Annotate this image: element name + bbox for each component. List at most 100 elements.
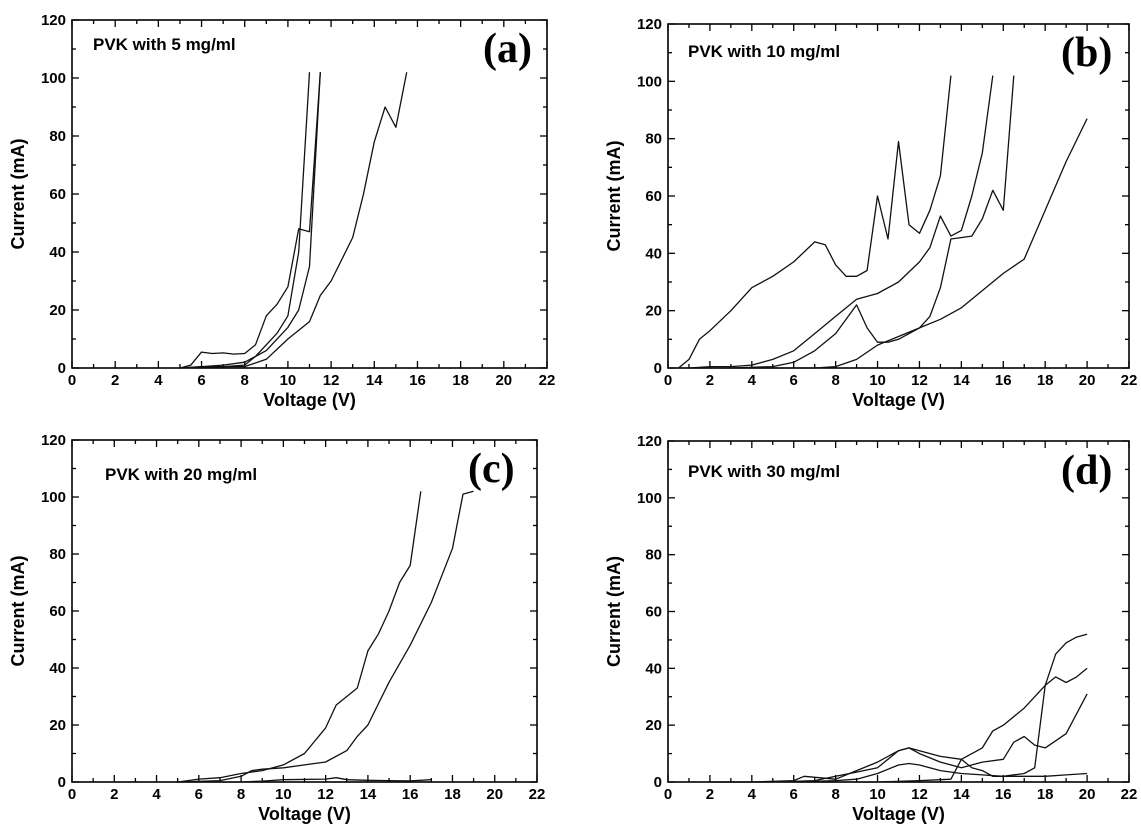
series-line: [179, 72, 408, 369]
series-line: [177, 491, 422, 783]
chart-panel: 0 2 4 6 8 10 12 14 16 18 20 22 0 20 40 60 80 100 120 Voltag…: [604, 433, 1137, 824]
x-tick-label: 4: [748, 786, 757, 803]
x-tick-label: 8: [831, 786, 839, 803]
series-line: [179, 72, 321, 369]
series-line: [689, 75, 1015, 369]
panel-annotation: PVK with 30 mg/ml: [688, 462, 840, 481]
x-tick-label: 16: [402, 786, 419, 803]
series-line: [730, 118, 1088, 369]
series-line: [179, 72, 321, 369]
x-tick-label: 16: [995, 786, 1012, 803]
y-tick-label: 0: [654, 774, 662, 791]
x-tick-label: 8: [241, 372, 249, 389]
y-tick-label: 120: [41, 432, 66, 449]
x-tick-label: 14: [366, 372, 383, 389]
chart-panel: 0 2 4 6 8 10 12 14 16 18 20 22 0 20 40 60 80 100 120 Voltag…: [8, 12, 555, 410]
x-tick-label: 12: [317, 786, 334, 803]
series-line: [177, 490, 474, 783]
y-axis-label: Current (mA): [8, 555, 28, 666]
x-tick-label: 6: [790, 786, 798, 803]
x-axis-label: Voltage (V): [852, 390, 945, 410]
x-tick-label: 14: [953, 372, 970, 389]
y-tick-label: 60: [49, 603, 66, 620]
x-tick-label: 20: [495, 372, 512, 389]
y-tick-label: 40: [645, 660, 662, 677]
y-tick-label: 80: [645, 547, 662, 564]
y-tick-label: 120: [41, 12, 66, 29]
y-tick-label: 20: [49, 302, 66, 319]
y-tick-label: 100: [41, 489, 66, 506]
x-tick-label: 20: [486, 786, 503, 803]
x-tick-label: 0: [664, 786, 672, 803]
x-axis-label: Voltage (V): [258, 804, 351, 824]
panel-label: (c): [468, 446, 515, 492]
series-line: [793, 633, 1088, 783]
y-tick-label: 80: [49, 128, 66, 145]
y-tick-label: 100: [637, 490, 662, 507]
chart-panel: 0 2 4 6 8 10 12 14 16 18 20 22 0 20 40 60 80 100 120 Voltag…: [8, 432, 545, 824]
y-tick-label: 20: [645, 303, 662, 320]
y-tick-label: 80: [645, 131, 662, 148]
y-axis-label: Current (mA): [604, 140, 624, 251]
x-axis-label: Voltage (V): [263, 390, 356, 410]
y-tick-label: 100: [637, 73, 662, 90]
x-tick-label: 4: [748, 372, 757, 389]
panel-label: (d): [1061, 448, 1112, 494]
y-tick-label: 0: [654, 360, 662, 377]
panel-label: (b): [1061, 30, 1112, 76]
y-tick-label: 0: [58, 774, 66, 791]
series-line: [709, 693, 1088, 783]
panel-annotation: PVK with 20 mg/ml: [105, 465, 257, 484]
x-tick-label: 6: [197, 372, 205, 389]
x-tick-label: 20: [1079, 372, 1096, 389]
y-tick-label: 20: [645, 717, 662, 734]
x-tick-label: 2: [111, 372, 119, 389]
y-tick-label: 40: [645, 245, 662, 262]
x-tick-label: 12: [911, 372, 928, 389]
y-tick-label: 120: [637, 16, 662, 33]
x-tick-label: 18: [1037, 372, 1054, 389]
y-tick-label: 0: [58, 360, 66, 377]
x-tick-label: 6: [790, 372, 798, 389]
y-tick-label: 80: [49, 546, 66, 563]
y-tick-label: 40: [49, 660, 66, 677]
x-tick-label: 8: [831, 372, 839, 389]
panel-annotation: PVK with 5 mg/ml: [93, 35, 236, 54]
x-tick-label: 10: [275, 786, 292, 803]
plot-frame: [667, 23, 1130, 369]
x-tick-label: 8: [237, 786, 245, 803]
y-tick-label: 100: [41, 70, 66, 87]
x-axis-label: Voltage (V): [852, 804, 945, 824]
y-tick-label: 120: [637, 433, 662, 450]
x-tick-label: 18: [452, 372, 469, 389]
x-tick-label: 4: [154, 372, 163, 389]
x-tick-label: 0: [664, 372, 672, 389]
x-tick-label: 14: [953, 786, 970, 803]
x-tick-label: 16: [995, 372, 1012, 389]
panel-annotation: PVK with 10 mg/ml: [688, 42, 840, 61]
x-tick-label: 10: [869, 786, 886, 803]
series-line: [177, 777, 432, 783]
x-tick-label: 16: [409, 372, 426, 389]
x-tick-label: 22: [539, 372, 556, 389]
plot-frame: [667, 440, 1130, 783]
x-tick-label: 6: [195, 786, 203, 803]
x-tick-label: 18: [1037, 786, 1054, 803]
x-tick-label: 4: [152, 786, 161, 803]
x-tick-label: 12: [323, 372, 340, 389]
series-line: [709, 667, 1088, 783]
panel-label: (a): [483, 26, 532, 72]
series-line: [793, 758, 1088, 783]
x-tick-label: 10: [280, 372, 297, 389]
x-tick-label: 0: [68, 786, 76, 803]
chart-panel: 0 2 4 6 8 10 12 14 16 18 20 22 0 20 40 60 80 100 120 Voltag…: [604, 16, 1137, 410]
x-tick-label: 22: [1121, 786, 1138, 803]
y-tick-label: 20: [49, 717, 66, 734]
x-tick-label: 0: [68, 372, 76, 389]
x-tick-label: 14: [360, 786, 377, 803]
x-tick-label: 12: [911, 786, 928, 803]
y-tick-label: 60: [645, 604, 662, 621]
x-tick-label: 18: [444, 786, 461, 803]
x-tick-label: 20: [1079, 786, 1096, 803]
